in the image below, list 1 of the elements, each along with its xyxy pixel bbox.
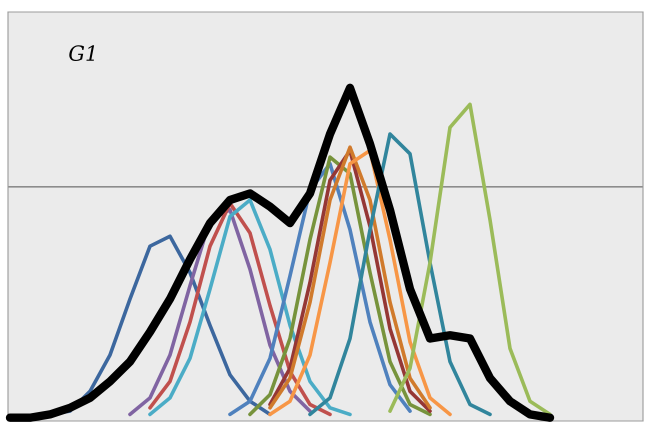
text: G1 [69,45,94,61]
